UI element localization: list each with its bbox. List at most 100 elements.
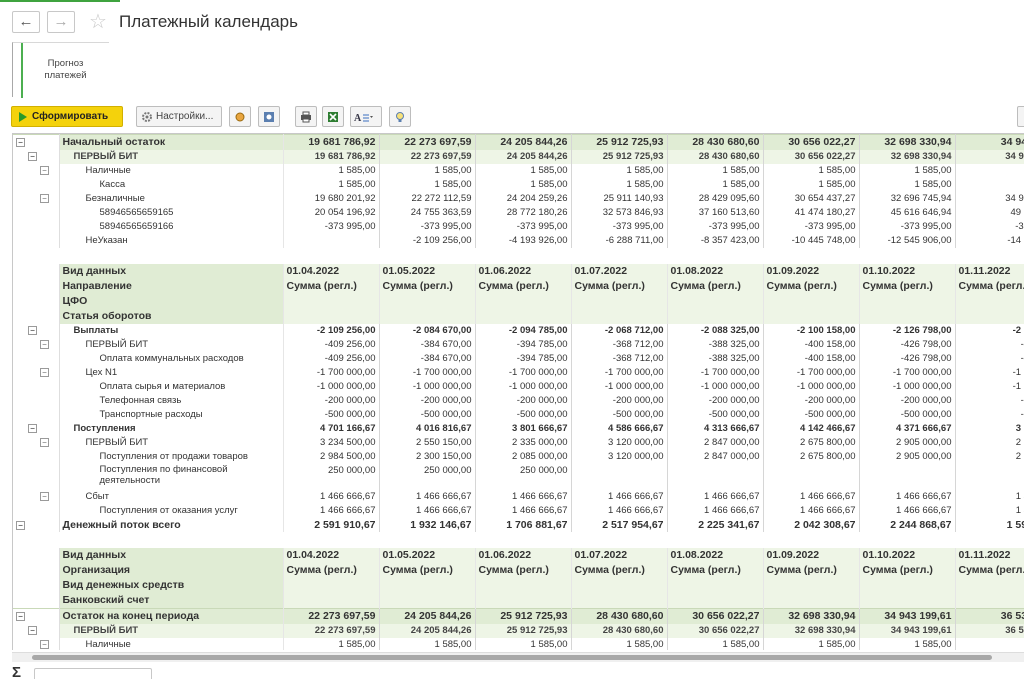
table-row[interactable]: − ПЕРВЫЙ БИТ -409 256,00 -384 670,00 -394 78…: [13, 338, 1024, 352]
tree-cell: −: [13, 518, 60, 532]
table-row[interactable]: − ПЕРВЫЙ БИТ 22 273 697,59 24 205 844,26 25 …: [13, 624, 1024, 638]
column-header: [763, 309, 860, 324]
table-row[interactable]: Вид денежных средств: [13, 578, 1024, 593]
table-row[interactable]: 58946565659165 20 054 196,92 24 755 363,59…: [13, 206, 1024, 220]
value-cell: 250 000,00: [475, 464, 572, 490]
table-row[interactable]: Телефонная связь -200 000,00 -200 000,00 -2…: [13, 394, 1024, 408]
collapse-icon[interactable]: −: [28, 423, 37, 433]
star-icon[interactable]: ☆: [89, 11, 107, 33]
table-row[interactable]: − Остаток на конец периода 22 273 697,59 24…: [13, 608, 1024, 624]
back-button[interactable]: ←: [12, 11, 40, 33]
table-row[interactable]: − Наличные 1 585,00 1 585,00 1 585,00 1 585,0…: [13, 638, 1024, 650]
collapse-icon[interactable]: −: [40, 639, 49, 649]
table-row[interactable]: − Наличные 1 585,00 1 585,00 1 585,00 1 585,0…: [13, 164, 1024, 178]
settings-button[interactable]: Настройки...: [136, 106, 222, 127]
column-header: Сумма (регл.): [859, 279, 956, 294]
collapse-icon[interactable]: −: [28, 625, 37, 635]
table-row[interactable]: Касса 1 585,00 1 585,00 1 585,00 1 585,00 1 5…: [13, 178, 1024, 192]
value-cell: -478 2: [955, 352, 1024, 366]
table-row[interactable]: − ПЕРВЫЙ БИТ 19 681 786,92 22 273 697,59 24 …: [13, 150, 1024, 164]
collapse-icon[interactable]: −: [16, 611, 25, 621]
collapse-icon[interactable]: −: [40, 165, 49, 175]
table-row[interactable]: Транспортные расходы -500 000,00 -500 000,…: [13, 408, 1024, 422]
table-row[interactable]: Оплата сырья и материалов -1 000 000,00 -1…: [13, 380, 1024, 394]
table-row[interactable]: − Цех N1 -1 700 000,00 -1 700 000,00 -1 700 …: [13, 366, 1024, 380]
table-row[interactable]: Статья оборотов: [13, 309, 1024, 324]
table-row[interactable]: Организация Сумма (регл.) Сумма (регл.) Сум…: [13, 563, 1024, 578]
forecast-panel[interactable]: Прогноз платежей: [12, 42, 109, 98]
collapse-icon[interactable]: −: [40, 491, 49, 501]
font-format-button[interactable]: A: [350, 106, 382, 127]
collapse-icon[interactable]: −: [40, 193, 49, 203]
column-header: Сумма (регл.): [763, 563, 860, 578]
row-label: ПЕРВЫЙ БИТ: [59, 624, 284, 638]
tree-cell: [13, 593, 60, 609]
table-row[interactable]: Оплата коммунальных расходов -409 256,00-…: [13, 352, 1024, 366]
table-row[interactable]: − Поступления 4 701 166,67 4 016 816,67 3 80…: [13, 422, 1024, 436]
scrollbar-thumb[interactable]: [32, 655, 992, 660]
tree-cell: [13, 394, 60, 408]
table-row[interactable]: − Сбыт 1 466 666,67 1 466 666,67 1 466 666,6…: [13, 490, 1024, 504]
collapse-icon[interactable]: −: [16, 520, 25, 530]
table-row[interactable]: Направление Сумма (регл.) Сумма (регл.) Сум…: [13, 279, 1024, 294]
row-label: Наличные: [59, 638, 284, 650]
table-row[interactable]: Поступления от продажи товаров 2 984 500,…: [13, 450, 1024, 464]
value-cell: 1 585,00: [283, 164, 380, 178]
column-header: [475, 593, 572, 609]
table-row[interactable]: Вид данных 01.04.2022 01.05.2022 01.06.2022…: [13, 548, 1024, 563]
collapse-icon[interactable]: −: [40, 437, 49, 447]
table-row[interactable]: Поступления от оказания услуг 1 466 666,6…: [13, 504, 1024, 518]
table-row[interactable]: [13, 248, 1024, 264]
column-header: [571, 294, 668, 309]
table-row[interactable]: − Начальный остаток 19 681 786,92 22 273 69…: [13, 134, 1024, 150]
column-header: [667, 578, 764, 593]
column-header: [859, 593, 956, 609]
date-header: 01.06.2022: [475, 264, 572, 279]
generate-report-button[interactable]: Сформировать: [11, 106, 123, 127]
collapse-icon[interactable]: −: [28, 151, 37, 161]
more-actions-button[interactable]: [1017, 106, 1024, 127]
tree-cell: [13, 408, 60, 422]
value-cell: 1 58: [955, 638, 1024, 650]
value-cell: 24 205 844,26: [475, 150, 572, 164]
collapse-icon[interactable]: −: [28, 325, 37, 335]
report-table: − Начальный остаток 19 681 786,92 22 273 69…: [13, 134, 1024, 650]
value-cell: 30 654 437,27: [763, 192, 860, 206]
panel-accent: [21, 43, 23, 98]
horizontal-scrollbar[interactable]: [12, 652, 1024, 662]
hint-button[interactable]: [389, 106, 411, 127]
value-cell: 34 943 199,61: [859, 624, 956, 638]
table-row[interactable]: − ПЕРВЫЙ БИТ 3 234 500,00 2 550 150,00 2 335…: [13, 436, 1024, 450]
value-cell: -200 000,00: [859, 394, 956, 408]
table-row[interactable]: ЦФО: [13, 294, 1024, 309]
value-cell: 1 585,00: [571, 164, 668, 178]
value-cell: 2 517 954,67: [571, 518, 668, 532]
tree-cell: [13, 464, 60, 490]
value-cell: -373 99: [955, 220, 1024, 234]
collapse-icon[interactable]: −: [16, 137, 25, 147]
collapse-icon[interactable]: −: [40, 367, 49, 377]
table-row[interactable]: 58946565659166 -373 995,00 -373 995,00 -373…: [13, 220, 1024, 234]
save-settings-button[interactable]: [229, 106, 251, 127]
forward-button[interactable]: →: [47, 11, 75, 33]
table-row[interactable]: Поступления по финансовой деятельности 25…: [13, 464, 1024, 490]
value-cell: -1 000 0: [955, 380, 1024, 394]
report-grid[interactable]: − Начальный остаток 19 681 786,92 22 273 69…: [12, 133, 1024, 650]
value-cell: 28 430 680,60: [571, 608, 668, 624]
print-button[interactable]: [295, 106, 317, 127]
table-row[interactable]: Вид данных 01.04.2022 01.05.2022 01.06.2022…: [13, 264, 1024, 279]
export-excel-button[interactable]: [322, 106, 344, 127]
value-cell: -1 000 000,00: [475, 380, 572, 394]
table-row[interactable]: Банковский счет: [13, 593, 1024, 609]
table-row[interactable]: − Денежный поток всего 2 591 910,67 1 932 1…: [13, 518, 1024, 532]
value-cell: 1 466 6: [955, 490, 1024, 504]
table-row[interactable]: − Безналичные 19 680 201,92 22 272 112,59 24…: [13, 192, 1024, 206]
collapse-icon[interactable]: −: [40, 339, 49, 349]
spacer-cell: [667, 532, 763, 548]
tree-cell: −: [13, 422, 60, 436]
load-settings-button[interactable]: [258, 106, 280, 127]
table-row[interactable]: − Выплаты -2 109 256,00 -2 084 670,00 -2 094…: [13, 324, 1024, 338]
table-row[interactable]: НеУказан -2 109 256,00 -4 193 926,00 -6 288…: [13, 234, 1024, 248]
table-row[interactable]: [13, 532, 1024, 548]
value-cell: -200 000,00: [763, 394, 860, 408]
